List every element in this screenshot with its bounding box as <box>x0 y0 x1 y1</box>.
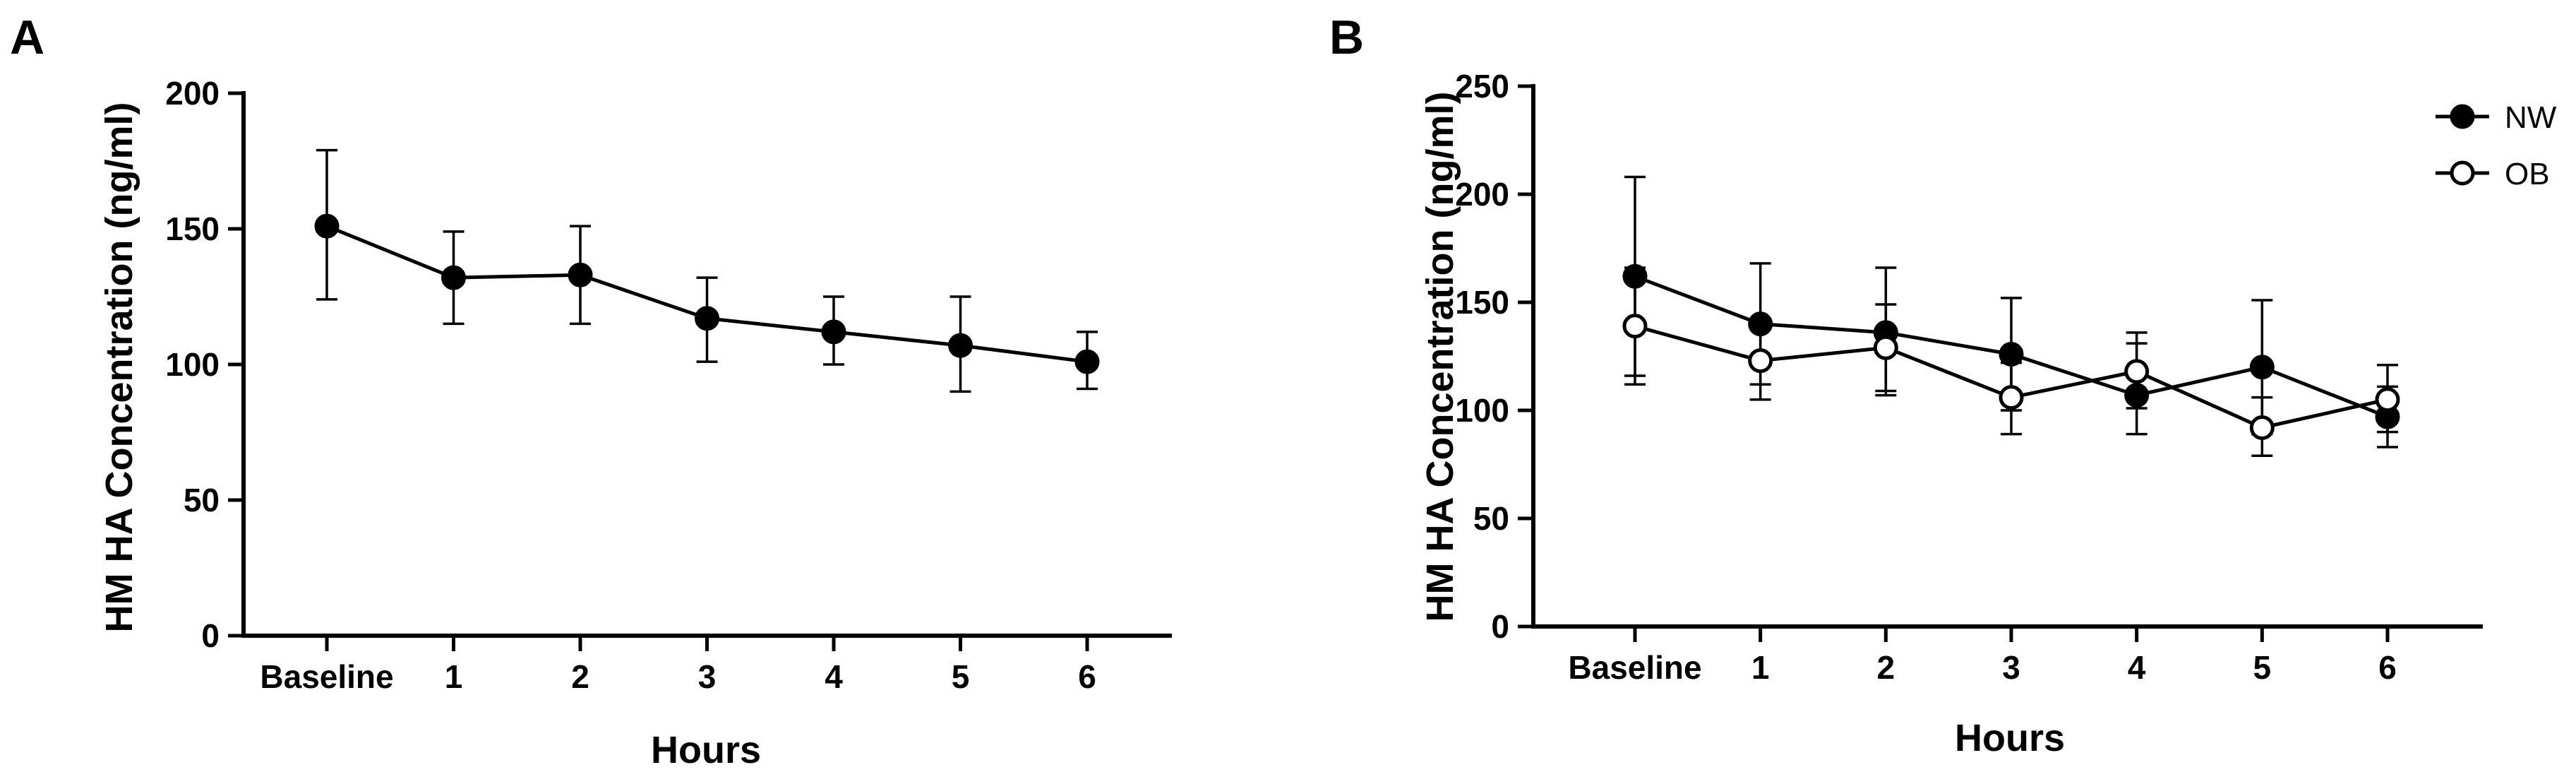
panel-b-x-tick-label: 4 <box>2128 649 2146 686</box>
panel-b-ob-point <box>1622 314 1648 339</box>
panel-a-plot-area: 0 50 100 150 200 Baseline 1 2 3 4 5 6 <box>165 75 1172 695</box>
panel-b-x-tick-label: 2 <box>1877 649 1895 686</box>
panel-a-all-point <box>314 213 340 239</box>
panel-a-y-tick-label: 150 <box>165 210 220 247</box>
panel-a-x-tick-label: 4 <box>825 658 843 695</box>
panel-b-ob-point <box>2249 415 2275 440</box>
panel-a-y-tick-label: 0 <box>201 617 220 654</box>
panel-a-y-tick-label: 50 <box>184 482 220 518</box>
panel-b-x-tick-label: 1 <box>1751 649 1770 686</box>
panel-a-x-tick-label: 3 <box>698 658 717 695</box>
panel-b-nw-point <box>2249 355 2275 380</box>
panel-b-x-tick-label: 6 <box>2378 649 2397 686</box>
panel-b-ob-point <box>2124 359 2150 384</box>
panel-b-x-tick-label: 5 <box>2253 649 2272 686</box>
panel-b-y-tick-label: 200 <box>1455 176 1509 213</box>
panel-letter-a: A <box>10 11 44 64</box>
panel-b-y-tick-label: 0 <box>1491 608 1509 645</box>
panel-b-x-tick-label: 3 <box>2002 649 2020 686</box>
panel-a-y-axis-title: HM HA Concentration (ng/ml) <box>98 102 140 633</box>
panel-a-x-tick-label: Baseline <box>260 658 393 695</box>
legend-nw-label: NW <box>2505 100 2557 135</box>
panel-letter-b: B <box>1329 11 1364 64</box>
legend-item-nw: NW <box>2436 100 2557 135</box>
panel-a-x-axis-title: Hours <box>651 729 761 771</box>
panel-b-legend: NW OB <box>2436 100 2557 191</box>
panel-b-x-axis-title: Hours <box>1955 717 2065 759</box>
panel-a: A HM HA Concentration (ng/ml) Hours 0 50 1… <box>10 11 1172 771</box>
panel-b-y-tick-label: 150 <box>1455 284 1509 321</box>
panel-a-x-tick-label: 5 <box>952 658 970 695</box>
panel-a-all-point <box>441 265 466 290</box>
panel-b-x-tick-label: Baseline <box>1568 649 1701 686</box>
panel-b-ob-point <box>1999 385 2024 410</box>
panel-a-y-tick-label: 100 <box>165 346 220 383</box>
panel-a-all-point <box>1074 349 1100 374</box>
panel-a-all-point <box>568 262 593 287</box>
panel-b-ob-point <box>1873 335 1898 360</box>
panel-b-ob-point <box>2375 387 2400 412</box>
panel-b-y-tick-label: 250 <box>1455 68 1509 105</box>
panel-a-all-point <box>948 333 973 358</box>
legend-item-ob: OB <box>2436 157 2550 191</box>
panel-a-x-tick-label: 6 <box>1078 658 1096 695</box>
legend-nw-marker <box>2450 104 2475 129</box>
panel-b-y-axis-title: HM HA Concentration (ng/ml) <box>1419 92 1461 622</box>
panel-b: B HM HA Concentration (ng/ml) Hours 0 50 1… <box>1329 11 2557 759</box>
panel-b-y-tick-label: 50 <box>1473 500 1509 537</box>
panel-a-y-tick-label: 200 <box>165 75 220 112</box>
panel-b-ob-point <box>1748 348 1773 374</box>
legend-ob-label: OB <box>2505 157 2550 191</box>
panel-a-x-tick-label: 1 <box>445 658 463 695</box>
panel-a-x-tick-label: 2 <box>571 658 589 695</box>
panel-b-y-tick-label: 100 <box>1455 392 1509 429</box>
panel-b-plot-area: 0 50 100 150 200 250 Baseline 1 2 3 4 5 6 <box>1455 68 2483 686</box>
panel-a-all-point <box>821 319 846 345</box>
panel-a-all-point <box>695 306 719 331</box>
legend-ob-marker <box>2450 160 2475 186</box>
